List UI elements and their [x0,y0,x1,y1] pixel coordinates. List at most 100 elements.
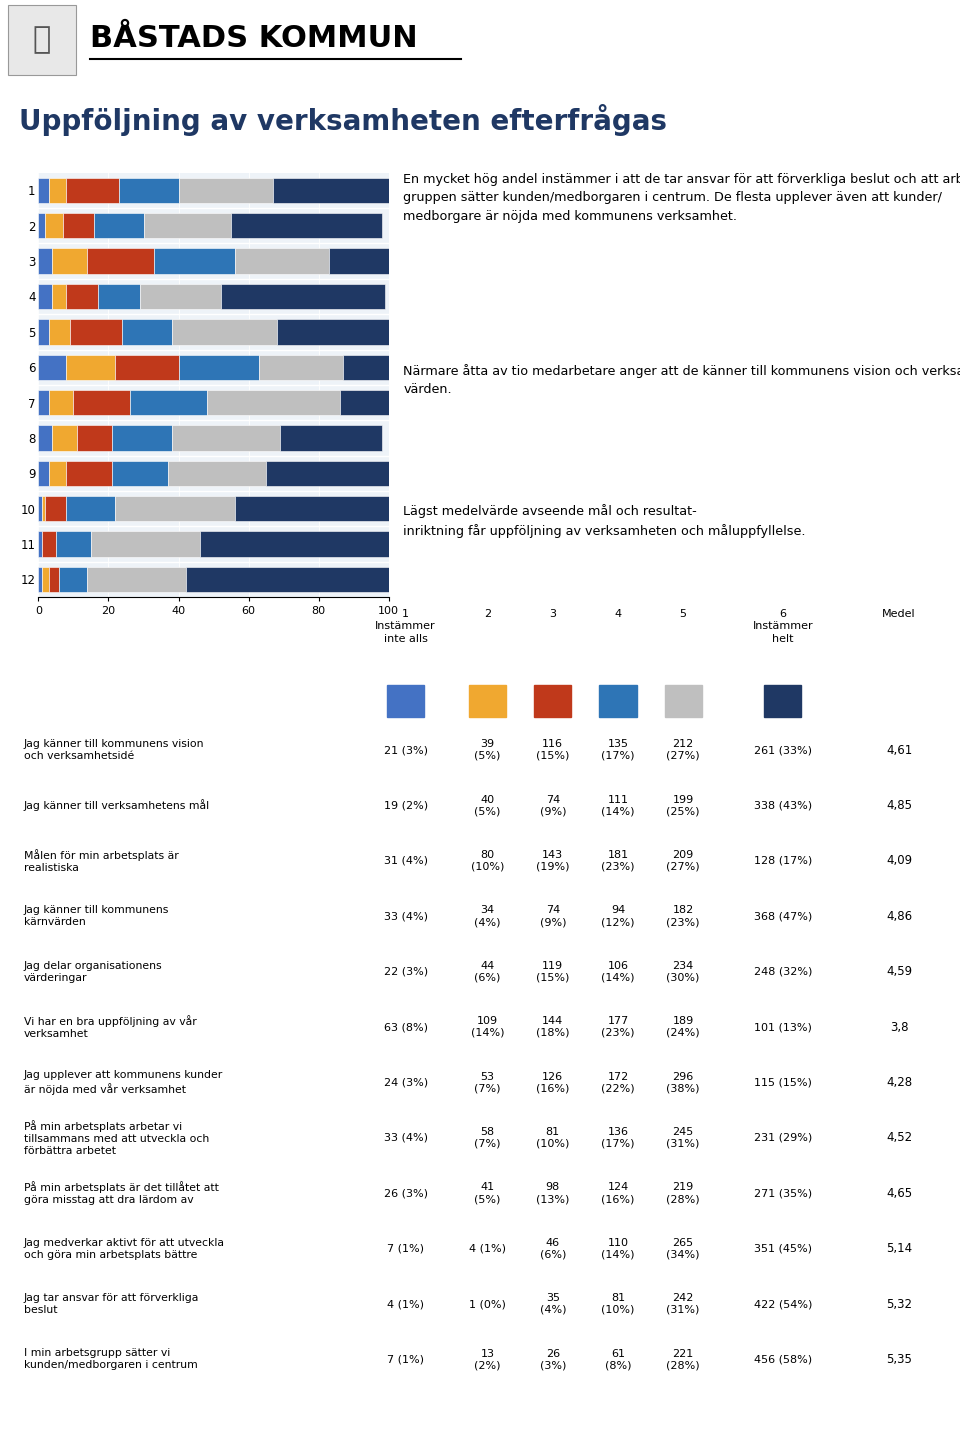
Bar [38,319,49,344]
Bar [185,567,389,593]
Bar [49,177,66,203]
Bar [42,531,56,557]
Text: 296
(38%): 296 (38%) [666,1072,700,1094]
Bar [49,319,70,344]
Text: 81
(10%): 81 (10%) [536,1127,569,1148]
Text: 5: 5 [680,609,686,619]
Bar [38,354,66,380]
Bar [53,283,66,309]
Text: 116
(15%): 116 (15%) [536,740,569,761]
Text: 177
(23%): 177 (23%) [601,1016,635,1038]
Text: 44
(6%): 44 (6%) [474,961,501,983]
Bar [8,4,76,75]
Text: 4,61: 4,61 [886,744,912,757]
Bar [179,177,274,203]
Text: 33 (4%): 33 (4%) [384,911,427,921]
Text: 24 (3%): 24 (3%) [384,1078,428,1088]
Text: Målen för min arbetsplats är
realistiska: Målen för min arbetsplats är realistiska [24,849,179,873]
Text: 1 (0%): 1 (0%) [469,1299,506,1309]
Text: 4,65: 4,65 [886,1187,912,1200]
Text: 61
(8%): 61 (8%) [605,1348,632,1370]
Bar [70,319,123,344]
Bar [123,319,172,344]
Bar [130,390,206,416]
Text: 110
(14%): 110 (14%) [601,1238,635,1259]
Bar [206,390,340,416]
Bar [53,249,87,273]
Bar [259,354,344,380]
Bar [87,567,185,593]
Bar [387,685,424,717]
Text: 2: 2 [484,609,492,619]
Bar [115,354,179,380]
Bar [280,426,382,450]
Text: Jag medverkar aktivt för att utveckla
och göra min arbetsplats bättre: Jag medverkar aktivt för att utveckla oc… [24,1238,225,1259]
Bar [38,249,53,273]
Text: 199
(25%): 199 (25%) [666,794,700,816]
Text: 245
(31%): 245 (31%) [666,1127,700,1148]
Text: 3: 3 [549,609,556,619]
Text: 106
(14%): 106 (14%) [601,961,635,983]
Text: 35
(4%): 35 (4%) [540,1294,566,1315]
Text: 4,28: 4,28 [886,1076,912,1089]
Text: 128 (17%): 128 (17%) [754,856,812,866]
Text: 189
(24%): 189 (24%) [666,1016,700,1038]
Bar [38,213,45,239]
Text: 4,59: 4,59 [886,966,912,979]
Text: 5,14: 5,14 [886,1242,912,1255]
Text: 248 (32%): 248 (32%) [754,967,812,977]
Bar [234,249,329,273]
Text: 209
(27%): 209 (27%) [666,850,700,872]
Bar [45,496,66,521]
Text: På min arbetsplats är det tillåtet att
göra misstag att dra lärdom av: På min arbetsplats är det tillåtet att g… [24,1181,219,1206]
Text: 4 (1%): 4 (1%) [469,1243,506,1253]
Text: Jag känner till kommunens vision
och verksamhetsidé: Jag känner till kommunens vision och ver… [24,740,204,761]
Text: 181
(23%): 181 (23%) [601,850,635,872]
Text: 74
(9%): 74 (9%) [540,794,566,816]
Bar [599,685,636,717]
Text: 1
Instämmer
inte alls: 1 Instämmer inte alls [375,609,436,643]
Text: 172
(22%): 172 (22%) [601,1072,635,1094]
Text: På min arbetsplats arbetar vi
tillsammans med att utveckla och
förbättra arbetet: På min arbetsplats arbetar vi tillsamman… [24,1120,209,1156]
Text: 26 (3%): 26 (3%) [384,1189,427,1199]
Text: 4,86: 4,86 [886,909,912,922]
Bar [38,460,49,486]
Text: 119
(15%): 119 (15%) [536,961,569,983]
Bar [49,460,66,486]
Bar [45,213,63,239]
Bar [38,567,42,593]
Text: 456 (58%): 456 (58%) [754,1354,812,1364]
Bar [344,354,389,380]
Text: 7 (1%): 7 (1%) [387,1243,424,1253]
Bar [38,390,49,416]
Bar [534,685,571,717]
Text: Jag känner till verksamhetens mål: Jag känner till verksamhetens mål [24,800,210,812]
Text: 81
(10%): 81 (10%) [601,1294,635,1315]
Text: 3,8: 3,8 [890,1020,908,1033]
Text: 143
(19%): 143 (19%) [536,850,569,872]
Bar [179,354,259,380]
Bar [200,531,389,557]
Text: Uppföljning av verksamheten efterfrågas: Uppföljning av verksamheten efterfrågas [19,104,667,137]
Text: ⛵: ⛵ [33,26,51,55]
Text: Medel: Medel [882,609,916,619]
Text: 265
(34%): 265 (34%) [666,1238,700,1259]
Text: 4,09: 4,09 [886,855,912,868]
Text: 33 (4%): 33 (4%) [384,1132,427,1143]
Text: 338 (43%): 338 (43%) [754,800,812,810]
Text: 422 (54%): 422 (54%) [754,1299,812,1309]
Text: 219
(28%): 219 (28%) [666,1183,700,1204]
Bar [38,496,42,521]
Text: 261 (33%): 261 (33%) [754,745,812,755]
Bar [112,460,168,486]
Text: 242
(31%): 242 (31%) [666,1294,700,1315]
Bar [38,177,49,203]
Text: Vi har en bra uppföljning av vår
verksamhet: Vi har en bra uppföljning av vår verksam… [24,1014,197,1039]
Text: 6
Instämmer
helt: 6 Instämmer helt [753,609,813,643]
Bar [38,283,53,309]
Text: 4,52: 4,52 [886,1131,912,1144]
Bar [66,177,119,203]
Bar [49,390,73,416]
Bar [53,426,77,450]
Text: 26
(3%): 26 (3%) [540,1348,566,1370]
